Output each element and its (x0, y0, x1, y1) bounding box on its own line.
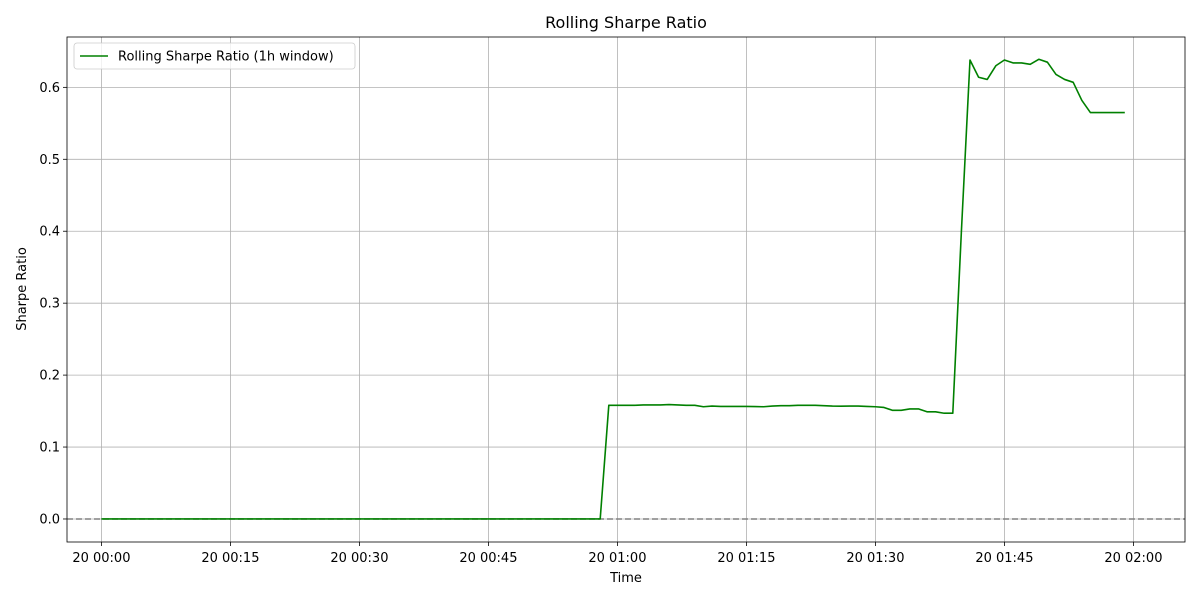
x-tick-label: 20 01:45 (975, 551, 1033, 566)
y-tick-label: 0.3 (39, 297, 60, 312)
x-tick-label: 20 02:00 (1104, 551, 1162, 566)
y-tick-label: 0.1 (39, 441, 60, 456)
x-tick-label: 20 00:15 (201, 551, 259, 566)
x-tick-label: 20 01:15 (717, 551, 775, 566)
y-tick-label: 0.4 (39, 225, 60, 240)
x-tick-layer: 20 00:00 20 00:15 20 00:30 20 00:45 20 01:00… (72, 542, 1162, 566)
y-tick-label: 0.5 (39, 153, 60, 168)
series-layer (101, 58, 1125, 520)
y-tick-layer: 0.0 0.1 0.2 0.3 0.4 0.5 0.6 (39, 81, 67, 527)
x-axis-label: Time (609, 571, 642, 586)
x-tick-label: 20 00:45 (459, 551, 517, 566)
series-line-sharpe (101, 58, 1125, 520)
legend-box (73, 42, 356, 70)
legend-entry-label: Rolling Sharpe Ratio (1h window) (118, 50, 334, 65)
x-tick-label: 20 01:00 (588, 551, 646, 566)
x-tick-label: 20 00:30 (330, 551, 388, 566)
y-tick-label: 0.0 (39, 512, 60, 527)
y-tick-label: 0.6 (39, 81, 60, 96)
legend: Rolling Sharpe Ratio (1h window) (73, 42, 356, 70)
y-tick-label: 0.2 (39, 369, 60, 384)
x-tick-label: 20 00:00 (72, 551, 130, 566)
y-axis-label: Sharpe Ratio (15, 247, 30, 331)
plot-frame (66, 36, 1186, 543)
chart-title: Rolling Sharpe Ratio (545, 13, 707, 32)
x-tick-label: 20 01:30 (846, 551, 904, 566)
